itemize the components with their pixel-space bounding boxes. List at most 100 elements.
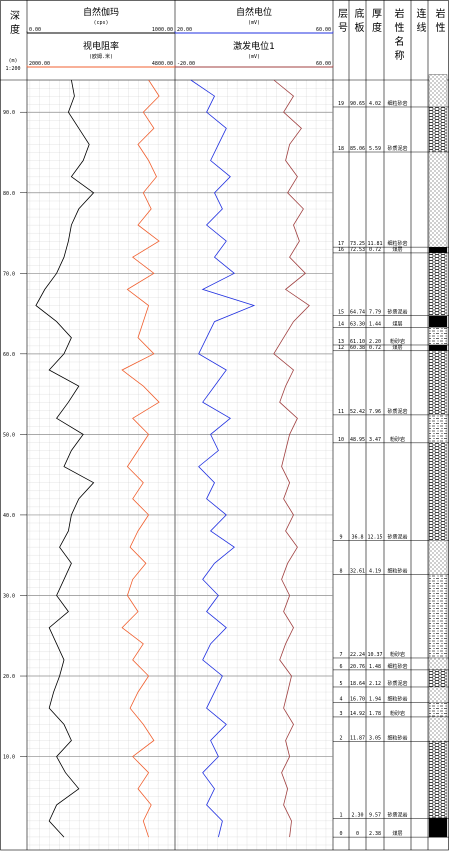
layer-lithology: 细粒砂岩 — [387, 696, 407, 703]
layer-lithology: 细粒砂岩 — [387, 663, 407, 670]
scale-tick-label: 1000.00 — [152, 27, 173, 33]
layer-lithology: 砂质泥岩 — [387, 534, 407, 541]
curve-name: 自然电位 — [236, 6, 272, 18]
layer-lithology: 煤层 — [392, 246, 402, 253]
layer-number: 15 — [338, 310, 344, 316]
depth-header: 深度 — [8, 10, 20, 38]
depth-tick-label: 20.0 — [3, 674, 15, 680]
layer-bottom: 90.65 — [350, 101, 365, 107]
layer-bottom: 16.70 — [350, 697, 365, 703]
lithology-block — [428, 442, 448, 541]
layer-bottom: 48.95 — [350, 437, 365, 443]
layer-number: 5 — [339, 681, 342, 687]
lithology-block — [428, 540, 448, 575]
scale-tick-label: 20.00 — [177, 27, 192, 33]
layer-bottom: 61.10 — [350, 339, 365, 345]
lithology-block — [428, 686, 448, 703]
layer-number: 17 — [338, 241, 344, 247]
layer-thickness: 1.94 — [369, 697, 381, 703]
layer-number: 10 — [338, 437, 344, 443]
layer-thickness: 5.59 — [369, 146, 381, 152]
scale-tick-label: -20.00 — [177, 61, 195, 67]
lithology-block — [428, 252, 448, 316]
column-header: 层号 — [336, 8, 348, 36]
depth-unit: (m) — [8, 58, 17, 64]
layer-bottom: 72.53 — [350, 247, 365, 253]
scale-tick-label: 4800.00 — [152, 61, 173, 67]
layer-bottom: 60.38 — [350, 345, 365, 351]
layer-number: 0 — [339, 831, 342, 837]
curve-unit: (mV) — [248, 20, 260, 26]
log-curve — [273, 79, 310, 838]
layer-thickness: 7.79 — [369, 310, 381, 316]
layer-lithology: 粉砂岩 — [390, 651, 405, 658]
layer-thickness: 2.38 — [369, 831, 381, 837]
depth-tick-label: 70.0 — [3, 271, 15, 277]
layer-number: 4 — [339, 697, 342, 703]
layer-bottom: 64.74 — [350, 310, 365, 316]
layer-thickness: 2.20 — [369, 339, 381, 345]
layer-bottom: 20.76 — [350, 664, 365, 670]
layer-lithology: 粉砂岩 — [390, 436, 405, 443]
log-curve — [121, 79, 160, 838]
layer-thickness: 2.12 — [369, 681, 381, 687]
depth-tick-label: 40.0 — [3, 513, 15, 519]
column-header: 厚度 — [370, 8, 382, 36]
curve-name: 自然伽玛 — [83, 6, 119, 18]
layer-bottom: 14.92 — [350, 711, 365, 717]
layer-lithology: 粉砂岩 — [390, 338, 405, 345]
layer-lithology: 细粒砂岩 — [387, 240, 407, 247]
depth-tick-label: 90.0 — [3, 110, 15, 116]
layer-lithology: 煤层 — [392, 320, 402, 327]
depth-tick-label: 30.0 — [3, 593, 15, 599]
curve-name: 视电阻率 — [83, 40, 119, 52]
column-header: 岩性 — [433, 7, 445, 36]
curve-unit: (cps) — [93, 20, 108, 26]
depth-tick-label: 60.0 — [3, 352, 15, 358]
layer-bottom: 18.64 — [350, 681, 365, 687]
lithology-block — [428, 327, 448, 346]
layer-thickness: 11.81 — [367, 241, 382, 247]
lithology-block — [428, 151, 448, 248]
column-header: 岩性名称 — [392, 7, 404, 64]
lithology-block — [428, 669, 448, 688]
scale-tick-label: 2000.00 — [29, 61, 50, 67]
layer-bottom: 0 — [356, 831, 359, 837]
layer-number: 3 — [339, 711, 342, 717]
layer-lithology: 粉砂岩 — [390, 710, 405, 717]
grid-background — [27, 80, 333, 850]
layer-lithology: 煤层 — [392, 830, 402, 837]
layer-thickness: 4.19 — [369, 568, 381, 574]
lithology-block — [428, 414, 448, 444]
layer-number: 11 — [338, 409, 344, 415]
layer-number: 18 — [338, 146, 344, 152]
column-header: 底板 — [352, 7, 364, 36]
layer-lithology: 细粒砂岩 — [387, 100, 407, 107]
scale-tick-label: 0.00 — [29, 27, 41, 33]
column-header: 连线 — [414, 7, 426, 36]
layer-lithology: 砂质泥岩 — [387, 812, 407, 819]
log-curve — [35, 79, 95, 838]
layer-bottom: 52.42 — [350, 409, 365, 415]
layer-lithology: 细粒砂岩 — [387, 735, 407, 742]
layer-lithology: 砂质泥岩 — [387, 408, 407, 415]
layer-bottom: 2.30 — [351, 813, 363, 819]
scale-tick-label: 60.00 — [316, 61, 331, 67]
depth-tick-label: 50.0 — [3, 432, 15, 438]
layer-thickness: 7.96 — [369, 409, 381, 415]
layer-thickness: 9.57 — [369, 813, 381, 819]
scale-tick-label: 60.00 — [316, 27, 331, 33]
layer-bottom: 22.24 — [350, 652, 365, 658]
layer-thickness: 1.78 — [369, 711, 381, 717]
layer-lithology: 细粒砂岩 — [387, 567, 407, 574]
layer-thickness: 12.15 — [367, 535, 382, 541]
layer-thickness: 3.05 — [369, 736, 381, 742]
layer-thickness: 0.72 — [369, 345, 381, 351]
layer-number: 7 — [339, 652, 342, 658]
lithology-block — [428, 315, 448, 328]
layer-thickness: 1.44 — [369, 321, 381, 327]
layer-bottom: 73.25 — [350, 241, 365, 247]
depth-tick-label: 80.0 — [3, 191, 15, 197]
lithology-block — [428, 350, 448, 416]
layer-thickness: 0.72 — [369, 247, 381, 253]
